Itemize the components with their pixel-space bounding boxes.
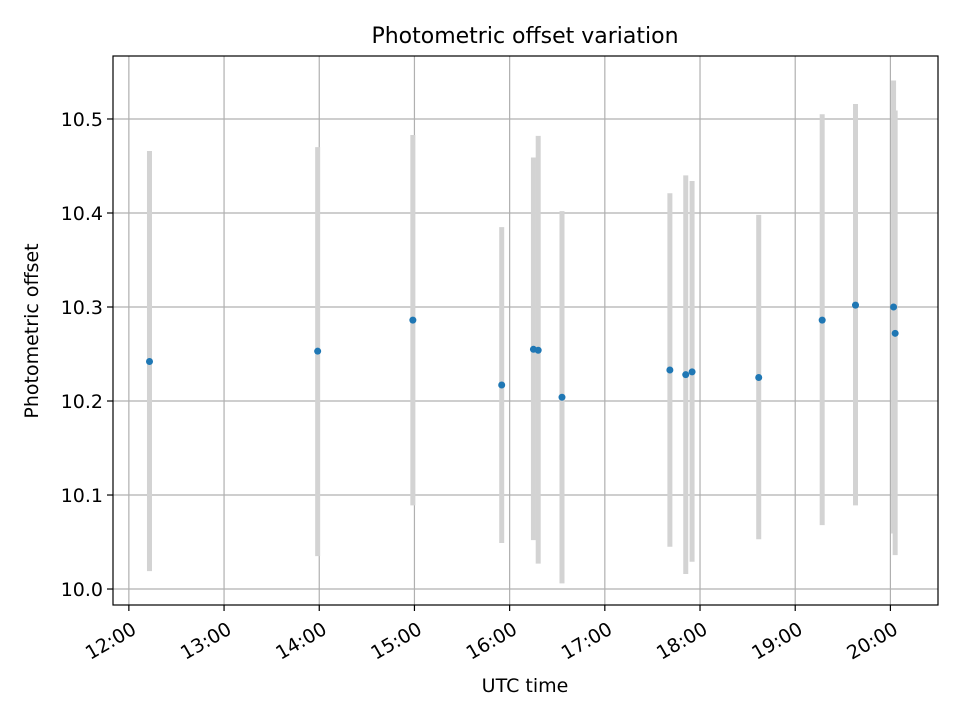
y-tick-label: 10.1 xyxy=(61,485,103,507)
data-point xyxy=(818,316,826,324)
data-point xyxy=(682,371,690,379)
data-point xyxy=(890,303,898,311)
data-point xyxy=(498,381,506,389)
data-point xyxy=(755,374,763,382)
data-point xyxy=(852,301,859,309)
y-axis-ticks: 10.0 10.1 10.2 10.3 10.4 10.5 xyxy=(61,109,113,601)
plot-frame xyxy=(112,55,939,606)
y-axis-label: Photometric offset xyxy=(21,243,43,418)
data-point xyxy=(666,366,674,374)
grid xyxy=(113,56,938,605)
x-axis-label: UTC time xyxy=(482,675,569,697)
y-tick-label: 10.5 xyxy=(61,109,103,131)
y-tick-label: 10.3 xyxy=(61,297,103,319)
y-tick-label: 10.0 xyxy=(61,579,103,601)
data-point xyxy=(145,358,153,366)
data-point xyxy=(688,368,696,376)
data-point xyxy=(891,329,899,337)
data-point xyxy=(534,346,542,354)
data-point xyxy=(409,316,417,324)
data-points xyxy=(145,301,899,401)
data-point xyxy=(558,393,566,401)
y-tick-label: 10.2 xyxy=(61,391,103,413)
data-point xyxy=(314,347,322,355)
chart-title: Photometric offset variation xyxy=(371,24,678,49)
y-tick-label: 10.4 xyxy=(61,203,103,225)
